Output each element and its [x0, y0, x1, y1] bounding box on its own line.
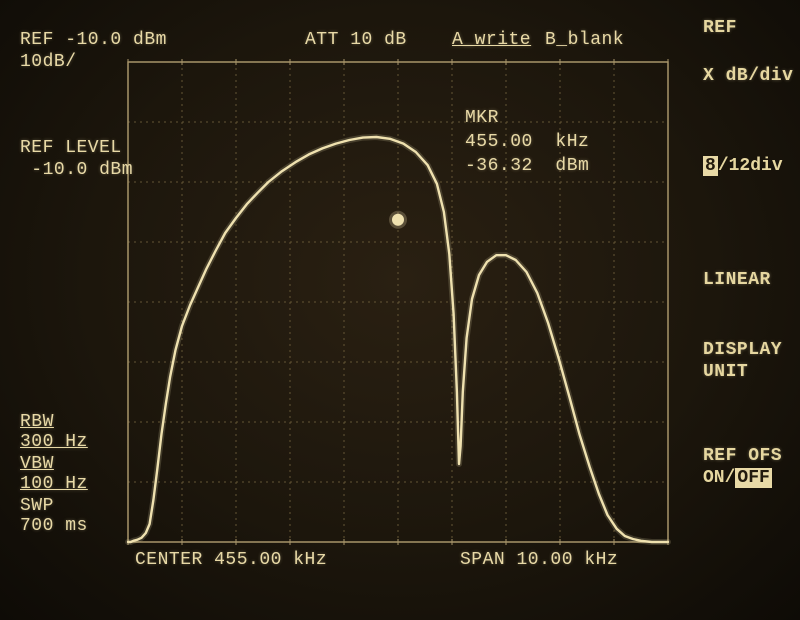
refofs-off: OFF	[735, 468, 771, 488]
menu-ref-ofs-state[interactable]: ON/OFF	[703, 468, 772, 488]
menu-display-unit-2: UNIT	[703, 362, 748, 382]
menu-display-unit-1[interactable]: DISPLAY	[703, 340, 782, 360]
marker-title: MKR	[465, 108, 499, 128]
rbw-value: 300 Hz	[20, 432, 88, 452]
awrite-label: A_write	[452, 30, 531, 50]
center-freq: CENTER 455.00 kHz	[135, 550, 327, 570]
att-readout: ATT 10 dB	[305, 30, 407, 50]
menu-12div-sfx: /12div	[718, 156, 783, 176]
ref-level-title: REF LEVEL	[20, 138, 122, 158]
marker-amp: -36.32 dBm	[465, 156, 589, 176]
rbw-label: RBW	[20, 412, 54, 432]
swp-label: SWP	[20, 496, 54, 516]
menu-ref-ofs[interactable]: REF OFS	[703, 446, 782, 466]
ref-readout: REF -10.0 dBm	[20, 30, 167, 50]
bblank-label: B_blank	[545, 30, 624, 50]
menu-ref[interactable]: REF	[703, 18, 737, 38]
refofs-on: ON/	[703, 468, 735, 488]
spectrum-plot	[0, 0, 800, 620]
span-readout: SPAN 10.00 kHz	[460, 550, 618, 570]
menu-linear[interactable]: LINEAR	[703, 270, 771, 290]
swp-value: 700 ms	[20, 516, 88, 536]
vbw-label: VBW	[20, 454, 54, 474]
menu-12div[interactable]: 8/12div	[703, 156, 783, 176]
menu-xdiv[interactable]: X dB/div	[703, 66, 793, 86]
vbw-value: 100 Hz	[20, 474, 88, 494]
scale-readout: 10dB/	[20, 52, 77, 72]
ref-level-value: -10.0 dBm	[20, 160, 133, 180]
marker-freq: 455.00 kHz	[465, 132, 589, 152]
menu-12div-inv: 8	[703, 156, 718, 176]
